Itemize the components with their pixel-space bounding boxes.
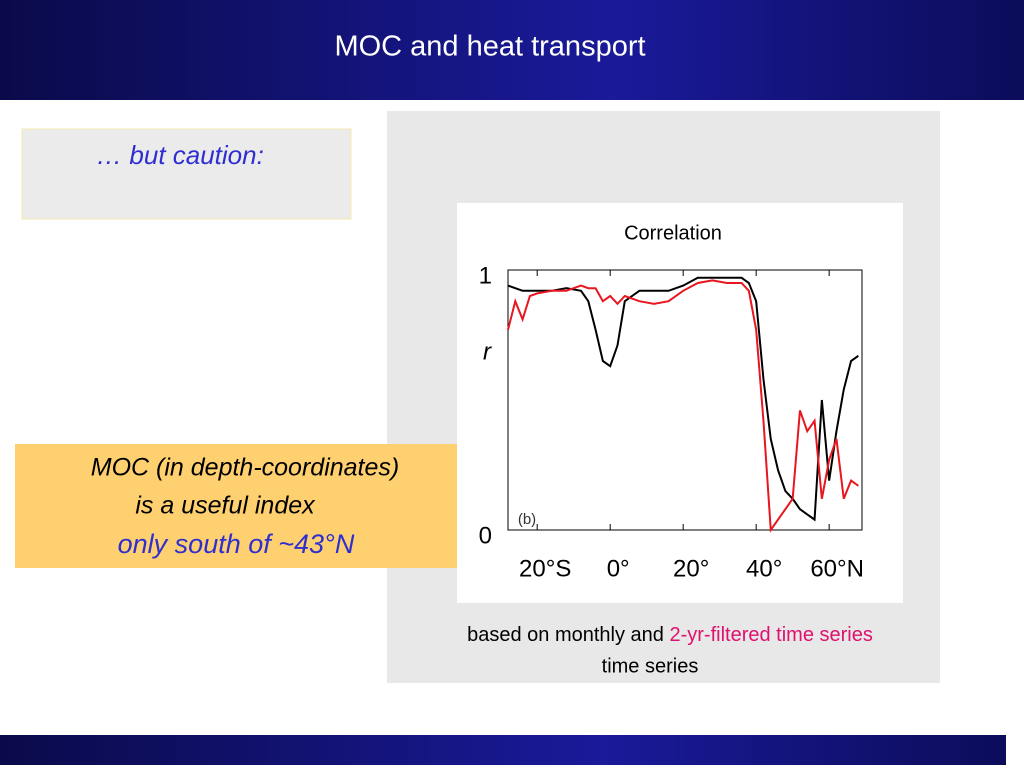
conclusion-line: is a useful index [135,492,316,520]
caption-part: based on monthly and [467,624,669,646]
x-tick-label: 40° [746,555,782,582]
x-tick-label: 0° [607,555,630,582]
conclusion-box [15,444,457,568]
conclusion-line: only south of ~43°N [118,529,355,559]
caption-part: 2-yr-filtered time series [669,624,872,646]
conclusion-line: MOC (in depth-coordinates) [91,454,399,482]
chart-title: Correlation [624,222,722,244]
data-line [507,279,859,533]
caption: time series [602,655,699,677]
y-axis-label: r [483,338,492,365]
x-tick-label: 20° [673,555,709,582]
caption: based on monthly and 2-yr-filtered time … [467,624,873,646]
caution-box [21,128,352,220]
data-line [507,276,859,522]
y-tick-label: 1 [479,262,492,289]
footer-bar [0,735,1006,765]
y-tick-label: 0 [479,522,492,549]
caution-text: … but caution: [96,140,264,170]
plot-frame [507,269,863,531]
x-tick-label: 60°N [810,555,864,582]
chart-area [457,203,903,603]
x-tick-label: 20°S [519,555,571,582]
panel-label: (b) [518,511,536,528]
header-bar [0,0,1024,100]
slide-title: MOC and heat transport [334,31,645,63]
